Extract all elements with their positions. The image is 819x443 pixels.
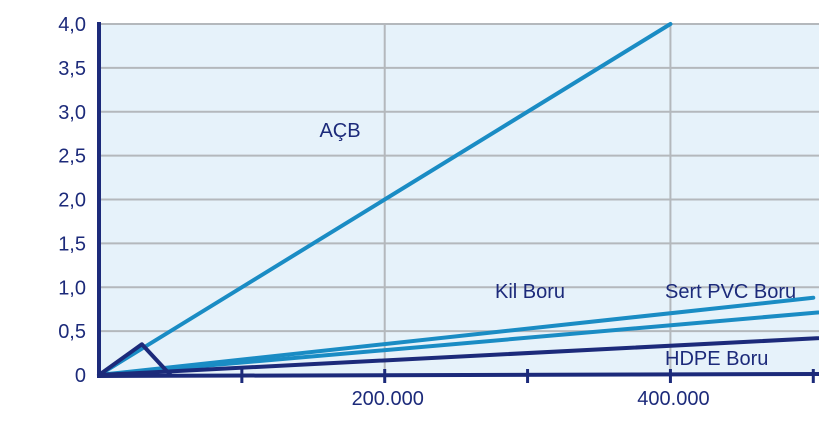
series-line-4 <box>97 342 173 377</box>
y-tick-label: 4,0 <box>58 14 86 36</box>
series-label: Kil Boru <box>495 281 565 303</box>
grid-y <box>99 23 819 333</box>
series-line-2 <box>97 310 819 377</box>
y-tick-label: 2,5 <box>58 146 86 168</box>
y-tick-label: 2,0 <box>58 190 86 212</box>
y-tick-label: 3,0 <box>58 102 86 124</box>
x-tick-label: 400.000 <box>637 388 709 410</box>
series-labels: AÇB Kil Boru Sert PVC Boru HDPE Boru <box>319 120 796 370</box>
series-layer <box>97 22 819 377</box>
series-line-1 <box>97 295 816 377</box>
y-tick-label: 1,5 <box>58 233 86 255</box>
x-axis <box>96 372 819 378</box>
series-label: Sert PVC Boru <box>665 281 796 303</box>
y-tick-labels: 0 0,5 1,0 1,5 2,0 2,5 3,0 3,5 4,0 <box>58 14 86 387</box>
series-label: HDPE Boru <box>665 348 768 370</box>
y-tick-label: 1,0 <box>58 277 86 299</box>
series-label: AÇB <box>319 120 360 142</box>
series-line-0 <box>97 22 673 377</box>
y-tick-label: 3,5 <box>58 58 86 80</box>
series-line-3 <box>97 336 819 377</box>
x-tick-label: 200.000 <box>352 388 424 410</box>
x-tickmarks <box>240 369 815 383</box>
y-tick-label: 0 <box>75 365 86 387</box>
y-tick-label: 0,5 <box>58 321 86 343</box>
